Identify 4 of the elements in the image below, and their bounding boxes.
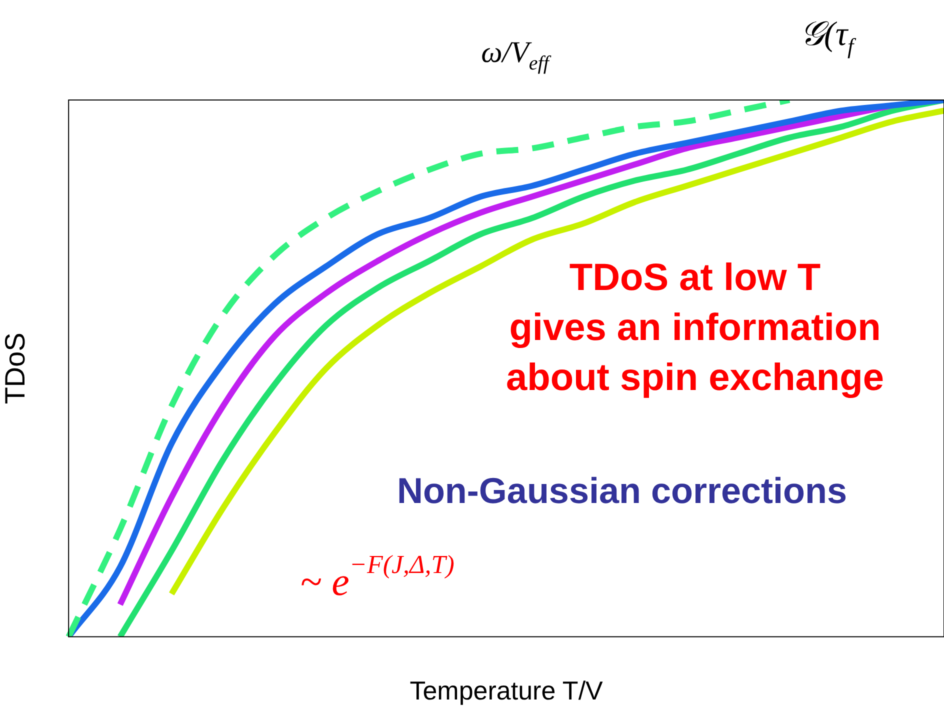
y-axis-title: TDoS xyxy=(0,332,31,404)
annotation: TDoS at low T gives an information about spin exchange xyxy=(506,257,884,399)
x-axis-title: Temperature T/V xyxy=(410,676,604,706)
annotation: Non-Gaussian corrections xyxy=(396,470,848,511)
